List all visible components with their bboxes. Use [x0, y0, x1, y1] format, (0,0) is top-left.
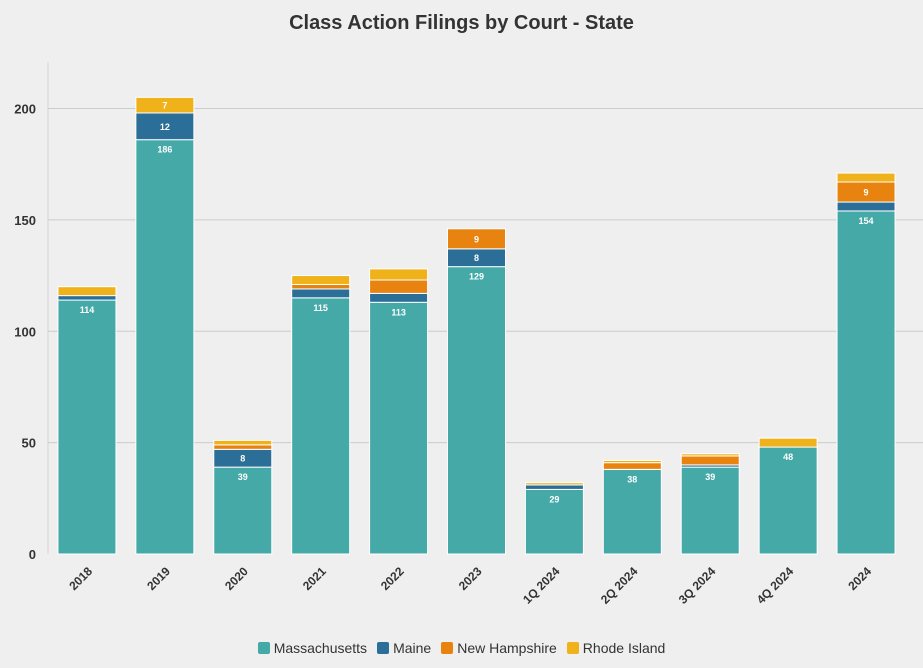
- bar-segment: [135, 96, 195, 114]
- bar-segment: [57, 286, 117, 297]
- bar-segment: [680, 466, 740, 555]
- bar-segment: [369, 301, 429, 555]
- bar-segment: [602, 468, 662, 555]
- x-tick-label: 2020: [222, 564, 251, 593]
- data-label: 186: [157, 145, 172, 155]
- legend-label: Massachusetts: [273, 640, 368, 656]
- bar-segment: [680, 455, 740, 466]
- bar-segment: [524, 482, 584, 486]
- data-label: 8: [240, 454, 245, 464]
- x-tick-label: 2019: [144, 564, 173, 593]
- y-tick-label: 200: [14, 102, 36, 117]
- bar-segment: [291, 275, 351, 285]
- data-label: 115: [313, 303, 328, 313]
- x-tick-label: 2018: [66, 564, 95, 593]
- x-tick-label: 2Q 2024: [598, 564, 641, 607]
- data-label: 39: [705, 472, 715, 482]
- data-label: 154: [859, 216, 874, 226]
- x-tick-label: 1Q 2024: [520, 564, 563, 607]
- legend-label: Rhode Island: [582, 640, 666, 656]
- data-label: 114: [80, 305, 95, 315]
- bar-segment: [524, 488, 584, 555]
- bar-segment: [447, 266, 506, 555]
- bar-segment: [447, 228, 506, 250]
- bar-segment: [369, 292, 429, 303]
- x-tick-label: 3Q 2024: [676, 564, 719, 607]
- legend-item[interactable]: New Hampshire: [441, 640, 557, 656]
- bar-segment: [135, 112, 195, 141]
- bar-segment: [602, 459, 662, 464]
- bar-segment: [836, 210, 896, 555]
- data-label: 113: [391, 307, 406, 317]
- bar-segment: [291, 297, 351, 555]
- legend-label: New Hampshire: [457, 640, 557, 656]
- data-label: 9: [864, 188, 869, 198]
- bar-segment: [213, 444, 273, 450]
- y-tick-label: 0: [29, 547, 36, 562]
- bar-segment: [57, 295, 117, 301]
- y-tick-label: 150: [14, 213, 36, 228]
- chart-title: Class Action Filings by Court - State: [289, 12, 634, 34]
- data-label: 8: [474, 253, 479, 263]
- bar-segment: [213, 466, 273, 555]
- chart-legend: Massachusetts Maine New Hampshire Rhode Isl…: [0, 640, 923, 656]
- bar-segment: [135, 139, 195, 555]
- bar-segment: [758, 446, 818, 555]
- x-tick-label: 2023: [456, 564, 485, 593]
- legend-item[interactable]: Massachusetts: [257, 640, 368, 656]
- data-label: 38: [627, 474, 637, 484]
- bar-segment: [291, 283, 351, 290]
- bar-segment: [57, 299, 117, 555]
- data-label: 9: [474, 234, 479, 244]
- bar-segment: [369, 279, 429, 294]
- legend-swatch: [441, 642, 454, 654]
- legend-swatch: [257, 642, 270, 654]
- y-tick-label: 50: [22, 436, 36, 451]
- bar-segment: [836, 172, 896, 183]
- legend-swatch: [566, 642, 579, 654]
- data-label: 48: [783, 452, 793, 462]
- data-label: 29: [549, 494, 559, 504]
- bar-segment: [836, 201, 896, 212]
- bar-segment: [291, 288, 351, 299]
- x-tick-label: 4Q 2024: [754, 564, 797, 607]
- bar-segment: [680, 453, 740, 457]
- legend-item[interactable]: Maine: [377, 640, 431, 656]
- x-tick-label: 2021: [300, 564, 329, 593]
- legend-label: Maine: [393, 640, 432, 656]
- bar-segment: [602, 462, 662, 470]
- bar-segment: [369, 268, 429, 281]
- data-label: 129: [469, 272, 484, 282]
- y-tick-label: 100: [14, 324, 36, 339]
- data-label: 39: [238, 472, 248, 482]
- bar-segment: [524, 484, 584, 490]
- x-tick-label: 2022: [378, 564, 407, 593]
- legend-swatch: [377, 642, 390, 654]
- bar-segment: [213, 439, 273, 446]
- data-label: 7: [162, 101, 167, 111]
- legend-item[interactable]: Rhode Island: [566, 640, 666, 656]
- data-label: 12: [160, 122, 170, 132]
- x-tick-label: 2024: [845, 564, 874, 593]
- bar-segment: [758, 437, 818, 448]
